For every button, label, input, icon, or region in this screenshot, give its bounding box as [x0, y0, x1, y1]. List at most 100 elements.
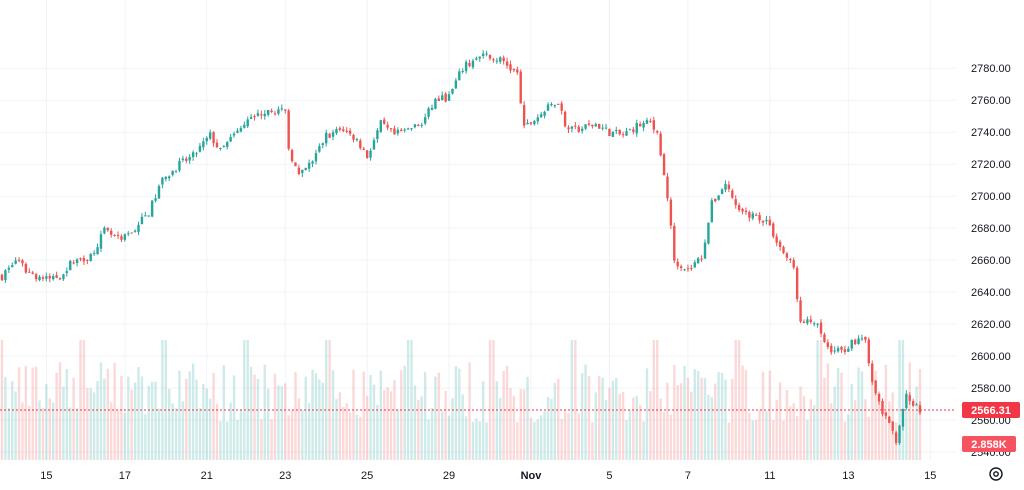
candle-body: [430, 107, 434, 110]
volume-bar: [751, 420, 754, 460]
candle-body: [512, 69, 516, 71]
candle-body: [601, 127, 604, 129]
candle-body: [836, 348, 840, 352]
volume-bar: [485, 422, 488, 460]
volume-bar: [598, 375, 601, 460]
candle-body: [662, 154, 666, 176]
volume-bar: [911, 410, 915, 460]
last-price-badge: 2566.31: [962, 402, 1020, 419]
candle-body: [642, 122, 645, 128]
candle-body: [666, 176, 669, 199]
volume-bar: [608, 387, 611, 460]
volume-bar: [444, 390, 447, 460]
x-tick-label: 11: [764, 470, 775, 482]
volume-bar: [471, 421, 475, 460]
volume-bar: [82, 340, 86, 460]
volume-bar: [140, 376, 144, 460]
volume-bar: [830, 403, 833, 460]
candle-body: [178, 160, 181, 171]
candle-body: [369, 150, 372, 158]
volume-bar: [232, 375, 236, 460]
candle-body: [471, 60, 475, 68]
volume-bar: [7, 407, 11, 460]
candle-body: [222, 145, 226, 147]
volume-bar: [662, 412, 666, 460]
candle-body: [727, 184, 731, 190]
candle-body: [748, 212, 751, 218]
volume-bar: [185, 378, 188, 460]
volume-bar: [778, 382, 782, 460]
candle-body: [239, 128, 243, 132]
candle-body: [304, 167, 307, 170]
candle-body: [168, 176, 171, 179]
volume-bar: [328, 340, 331, 460]
price-axis[interactable]: 2540.002560.002580.002600.002620.002640.…: [971, 63, 1011, 459]
volume-bar: [819, 340, 823, 460]
candle-body: [509, 64, 512, 71]
x-tick-label: 15: [924, 470, 936, 482]
candle-body: [864, 336, 867, 340]
candle-body: [406, 128, 410, 130]
volume-bar: [543, 411, 546, 460]
volume-bar: [58, 362, 62, 460]
candle-body: [683, 269, 686, 271]
x-tick-label: 17: [119, 470, 131, 482]
candle-body: [905, 393, 908, 409]
candle-body: [24, 263, 28, 273]
y-tick-label: 2660.00: [971, 255, 1011, 267]
candle-body: [656, 131, 659, 133]
volume-bar: [775, 399, 778, 460]
candle-body: [833, 350, 836, 352]
volume-bar: [454, 366, 458, 460]
candle-body: [116, 234, 120, 236]
volume-bar: [693, 369, 696, 460]
chart-settings-button[interactable]: [985, 463, 1007, 485]
candle-body: [857, 338, 860, 344]
volume-bar: [795, 415, 799, 460]
volume-bar: [301, 410, 304, 460]
candle-body: [331, 132, 335, 137]
candle-body: [55, 275, 58, 278]
volume-bar: [843, 421, 847, 460]
candle-body: [785, 253, 789, 258]
volume-bar: [314, 373, 318, 460]
volume-bar: [386, 387, 389, 460]
candle-body: [386, 124, 389, 128]
volume-bar: [362, 371, 365, 460]
volume-bar: [24, 365, 28, 460]
volume-bar: [813, 405, 816, 460]
volume-bar: [717, 371, 720, 460]
candle-body: [202, 141, 205, 148]
candle-body: [840, 346, 843, 350]
volume-bar: [342, 407, 345, 460]
time-axis[interactable]: 15 17 21 23 25 29 Nov 5 7 11 13 15: [40, 470, 936, 482]
volume-bar: [877, 391, 881, 460]
volume-bar: [908, 362, 911, 460]
candle-body: [130, 232, 133, 234]
x-tick-label: 25: [361, 470, 373, 482]
x-tick-label: 29: [443, 470, 455, 482]
volume-bar: [110, 402, 113, 460]
volume-bar: [106, 368, 109, 460]
candle-body: [898, 425, 901, 444]
volume-bar: [676, 385, 679, 460]
volume-bar: [625, 420, 628, 460]
candle-body: [737, 205, 741, 211]
price-candles[interactable]: [0, 50, 922, 446]
candle-body: [127, 233, 130, 235]
volume-bar: [570, 340, 574, 460]
y-tick-label: 2560.00: [971, 415, 1011, 427]
volume-bar: [226, 421, 229, 460]
candle-body: [441, 95, 444, 101]
candle-body: [249, 117, 253, 119]
candle-body: [396, 129, 400, 134]
candle-body: [802, 321, 806, 324]
volume-bar: [874, 370, 877, 460]
volume-bar: [318, 379, 321, 460]
volume-bar: [154, 381, 157, 460]
volume-bar: [99, 362, 103, 460]
candle-body: [45, 276, 48, 279]
candle-body: [376, 130, 379, 140]
volume-bar: [720, 372, 724, 460]
volume-bar: [311, 369, 314, 460]
